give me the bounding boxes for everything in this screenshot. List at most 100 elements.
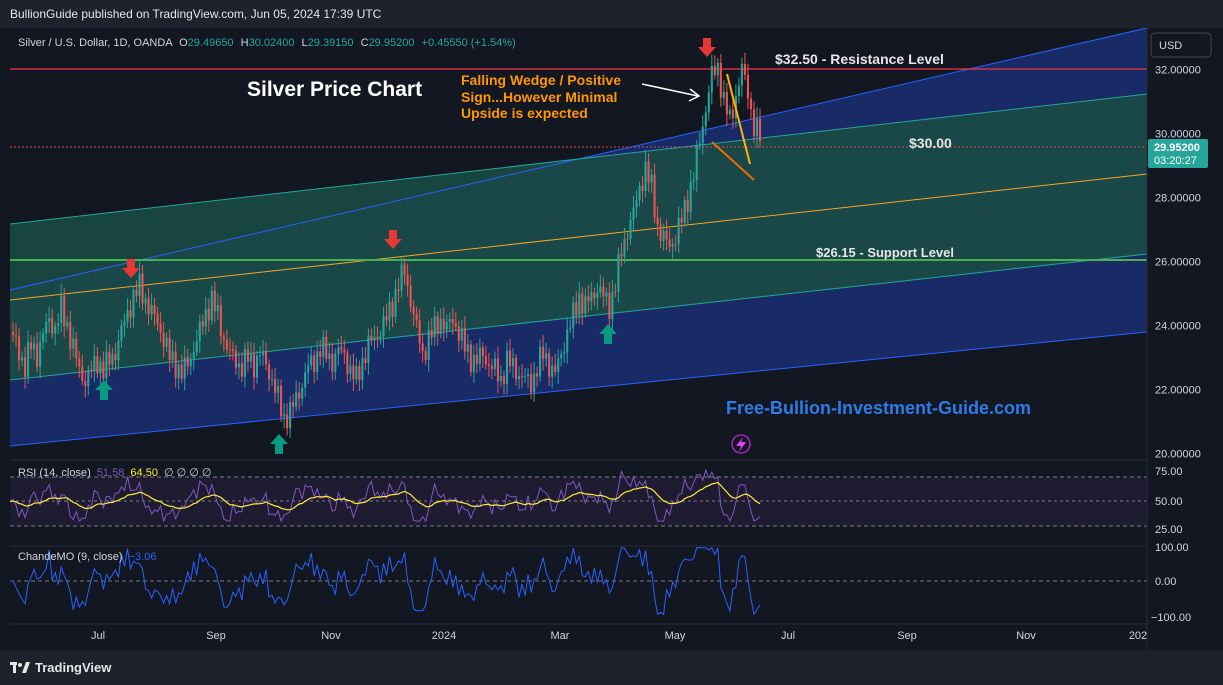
- candle: [530, 363, 533, 400]
- candle: [153, 297, 156, 326]
- candle: [581, 287, 584, 325]
- channel-lower-line: [10, 331, 1147, 447]
- candle: [27, 330, 30, 384]
- time-tick-label: 2024: [432, 630, 456, 642]
- candle: [301, 383, 304, 407]
- candle: [424, 346, 427, 365]
- price-axis[interactable]: [1147, 28, 1223, 650]
- candle: [340, 335, 343, 355]
- candle: [51, 308, 54, 339]
- annotation-arrowhead: [688, 88, 701, 102]
- candle: [379, 330, 382, 345]
- candle: [249, 341, 253, 369]
- candle: [45, 312, 48, 343]
- candle: [644, 150, 647, 198]
- candle: [584, 288, 587, 318]
- time-axis[interactable]: Jul Sep Nov 2024 Mar May Jul Sep Nov 202: [91, 630, 1147, 642]
- candle: [620, 242, 623, 267]
- candle: [451, 307, 454, 335]
- currency-button[interactable]: USD: [1150, 32, 1212, 58]
- candle: [132, 285, 135, 328]
- candle: [445, 314, 448, 339]
- svg-text:25.00: 25.00: [1155, 524, 1183, 536]
- candle: [587, 284, 590, 313]
- candle: [382, 307, 385, 348]
- candle: [78, 350, 81, 378]
- candle: [240, 352, 243, 383]
- svg-text:100.00: 100.00: [1155, 542, 1189, 554]
- symbol-line: Silver / U.S. Dollar, 1D, OANDA O29.4965…: [18, 37, 516, 49]
- candle: [319, 339, 322, 366]
- wedge-text-3: Upside is expected: [461, 105, 588, 121]
- candle: [650, 169, 653, 193]
- rsi-line: [10, 468, 761, 523]
- candle: [361, 347, 364, 390]
- candle: [460, 319, 463, 350]
- price-tick-label: 20.00000: [1155, 449, 1201, 461]
- candle: [255, 350, 259, 384]
- candle: [144, 293, 147, 314]
- candle: [162, 322, 165, 358]
- mid-label: $30.00: [909, 135, 952, 151]
- candle: [14, 323, 18, 347]
- candle: [454, 312, 457, 331]
- candle: [352, 353, 355, 391]
- candle: [680, 208, 683, 234]
- candle: [698, 132, 701, 150]
- candle: [725, 82, 728, 127]
- candle: [123, 313, 126, 338]
- time-tick-label: Sep: [897, 630, 917, 642]
- candle: [478, 338, 481, 372]
- lightning-icon[interactable]: [731, 434, 751, 454]
- candle: [614, 283, 617, 298]
- candle: [355, 357, 358, 385]
- candle: [400, 256, 403, 298]
- candle: [99, 357, 102, 385]
- candle: [201, 314, 204, 336]
- channel-mid-line: [10, 173, 1147, 301]
- time-tick-label: Mar: [551, 630, 570, 642]
- candle: [72, 327, 75, 358]
- candle: [490, 358, 493, 379]
- candle: [334, 348, 337, 380]
- time-tick-label: Nov: [1016, 630, 1036, 642]
- candle: [472, 345, 475, 383]
- chart-title: Silver Price Chart: [247, 78, 422, 101]
- tradingview-logo[interactable]: TradingView: [10, 660, 111, 675]
- candle: [165, 332, 168, 352]
- chart-svg[interactable]: Silver / U.S. Dollar, 1D, OANDA O29.4965…: [0, 28, 1223, 650]
- candle: [629, 211, 632, 245]
- candle: [90, 360, 93, 379]
- price-tick-label: 26.00000: [1155, 257, 1201, 269]
- candle: [749, 92, 753, 120]
- candle: [289, 395, 292, 438]
- candle: [270, 368, 274, 387]
- chart-area[interactable]: Silver / U.S. Dollar, 1D, OANDA O29.4965…: [0, 28, 1223, 650]
- candle: [69, 311, 72, 361]
- candle: [662, 223, 665, 251]
- wedge-upper-line: [726, 73, 751, 165]
- candle: [511, 348, 515, 379]
- candle: [174, 341, 177, 388]
- candle: [63, 287, 66, 338]
- cmo-legend: ChandeMO (9, close) −3.06: [18, 551, 156, 563]
- candle: [171, 339, 174, 368]
- candle: [433, 307, 436, 347]
- candle: [466, 334, 469, 364]
- candle: [683, 195, 686, 227]
- candle: [508, 338, 512, 373]
- regression-channel: [10, 28, 1147, 447]
- candle: [189, 353, 192, 376]
- candle: [237, 352, 240, 380]
- candle: [548, 348, 551, 386]
- candle: [701, 115, 704, 155]
- candle: [493, 351, 496, 377]
- price-axis-ticks: 32.00000 30.00000 28.00000 26.00000 24.00000…: [1155, 65, 1201, 461]
- candle: [539, 339, 542, 382]
- candle: [487, 352, 490, 377]
- candle: [48, 306, 51, 333]
- candle: [737, 77, 740, 104]
- candle: [147, 287, 150, 326]
- price-tick-label: 22.00000: [1155, 385, 1201, 397]
- wedge-text-1: Falling Wedge / Positive: [461, 72, 621, 88]
